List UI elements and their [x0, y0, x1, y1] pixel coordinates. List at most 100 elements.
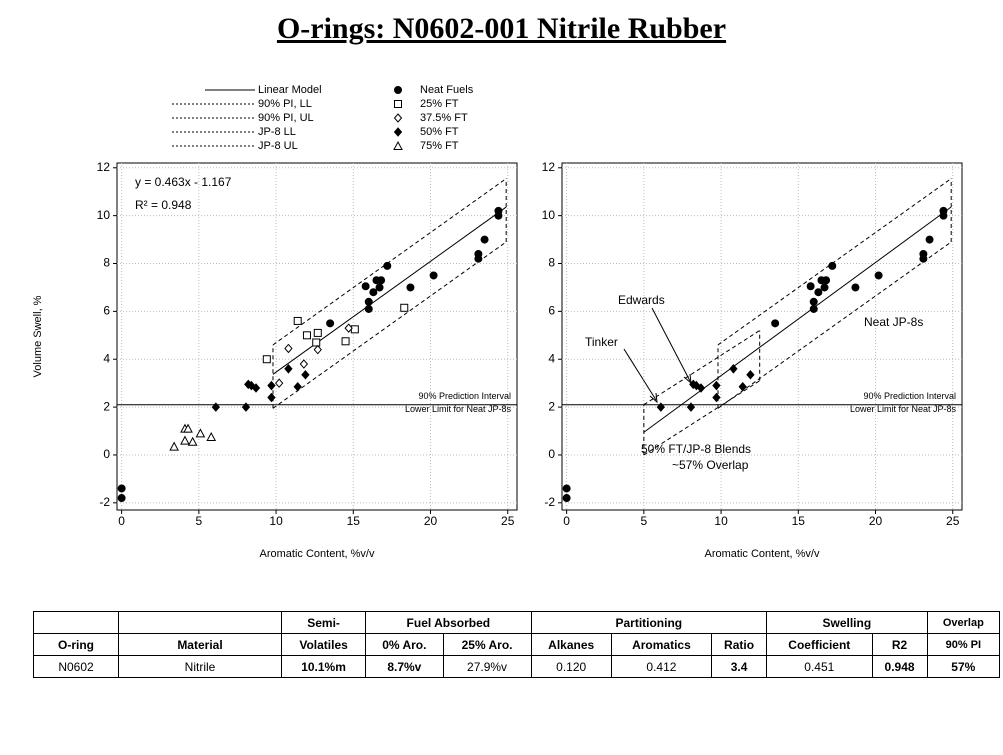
- y-tick-label: 2: [103, 399, 110, 413]
- marker: [939, 211, 948, 220]
- annotation: Neat JP-8s: [864, 315, 923, 329]
- marker: [180, 435, 190, 445]
- marker: [284, 364, 293, 374]
- y-tick-label: 0: [548, 447, 555, 461]
- marker: [406, 283, 415, 292]
- cell: 3.4: [711, 655, 768, 678]
- cell: Partitioning: [530, 611, 768, 634]
- series-line: [643, 330, 760, 406]
- x-axis-label: Aromatic Content, %v/v: [260, 548, 375, 560]
- series-line: [643, 380, 760, 456]
- marker: [429, 271, 438, 280]
- cell: 0.412: [610, 655, 713, 678]
- marker: [746, 370, 755, 380]
- marker: [814, 288, 823, 297]
- cell: 10.1%m: [280, 655, 367, 678]
- cell: 0.120: [530, 655, 612, 678]
- cell: 90% PI: [926, 633, 1001, 656]
- y-tick-label: 4: [548, 351, 555, 365]
- marker: [302, 331, 311, 340]
- marker: [494, 211, 503, 220]
- annotation: 50% FT/JP-8 Blends: [641, 442, 751, 456]
- series-line: [272, 241, 507, 409]
- marker: [195, 428, 206, 438]
- cell: 57%: [926, 655, 1001, 678]
- cell: O-ring: [33, 633, 119, 656]
- marker: [274, 378, 284, 388]
- marker: [301, 370, 310, 380]
- header-row: O-ring Material Volatiles 0% Aro. 25% Ar…: [33, 633, 1001, 656]
- y-axis-label: Volume Swell, %: [32, 295, 44, 377]
- y-tick-label: -2: [544, 495, 555, 509]
- marker: [809, 304, 818, 313]
- cell: Nitrile: [118, 655, 282, 678]
- marker: [117, 484, 126, 493]
- y-tick-label: 12: [97, 160, 111, 174]
- x-tick-label: 15: [347, 514, 361, 528]
- cell: R2: [871, 633, 928, 656]
- annotation: Edwards: [618, 293, 665, 307]
- x-tick-label: 10: [714, 514, 728, 528]
- marker: [312, 338, 321, 347]
- marker: [313, 344, 322, 355]
- marker: [474, 254, 483, 263]
- slide-title: O-rings: N0602-001 Nitrile Rubber: [276, 12, 727, 45]
- cell: 25% Aro.: [442, 633, 532, 656]
- marker: [686, 402, 696, 412]
- annotation: y = 0.463x - 1.167: [135, 175, 232, 189]
- marker: [383, 261, 392, 270]
- marker: [562, 494, 571, 503]
- y-tick-label: 2: [548, 399, 555, 413]
- marker: [375, 283, 384, 292]
- y-tick-label: 0: [103, 447, 110, 461]
- marker: [809, 297, 818, 306]
- annotation: R² = 0.948: [135, 198, 192, 212]
- series-line: [717, 241, 952, 409]
- x-tick-label: 5: [196, 514, 203, 528]
- marker: [712, 392, 721, 403]
- x-tick-label: 0: [118, 514, 125, 528]
- legend-label: Linear Model: [258, 84, 322, 96]
- marker: [364, 304, 373, 313]
- marker: [696, 383, 706, 393]
- marker: [117, 494, 126, 503]
- marker: [313, 328, 322, 337]
- cell: Swelling: [766, 611, 928, 634]
- marker: [393, 140, 403, 150]
- series-line: [272, 206, 507, 375]
- marker: [919, 254, 928, 263]
- y-tick-label: 10: [542, 208, 556, 222]
- cell: [33, 611, 119, 634]
- arrow-head: [649, 392, 658, 404]
- marker: [393, 113, 403, 123]
- cell: 8.7%v: [365, 655, 444, 678]
- x-tick-label: 25: [946, 514, 960, 528]
- legend-label: 75% FT: [420, 140, 459, 152]
- marker: [187, 436, 198, 446]
- x-tick-label: 0: [563, 514, 570, 528]
- marker: [284, 343, 293, 354]
- x-tick-label: 20: [869, 514, 883, 528]
- y-tick-label: 10: [97, 208, 111, 222]
- marker: [820, 283, 829, 292]
- legend-label: Neat Fuels: [420, 84, 474, 96]
- marker: [394, 100, 402, 108]
- legend-label: 90% PI, UL: [258, 112, 314, 124]
- marker: [350, 325, 359, 334]
- legend-label: JP-8 UL: [258, 140, 298, 152]
- reference-label: Lower Limit for Neat JP-8s: [405, 404, 512, 414]
- legend-label: 37.5% FT: [420, 112, 468, 124]
- marker: [369, 288, 378, 297]
- marker: [183, 423, 193, 433]
- summary-table: Semi- Fuel Absorbed Partitioning Swellin…: [33, 611, 1001, 678]
- cell: N0602: [33, 655, 119, 678]
- y-tick-label: 6: [548, 304, 555, 318]
- x-tick-label: 10: [269, 514, 283, 528]
- legend-label: 90% PI, LL: [258, 98, 312, 110]
- marker: [822, 276, 831, 285]
- marker: [293, 381, 302, 392]
- legend-label: 50% FT: [420, 126, 459, 138]
- data-row: N0602 Nitrile 10.1%m 8.7%v 27.9%v 0.120 …: [33, 655, 1001, 678]
- marker: [206, 431, 217, 442]
- x-tick-label: 20: [424, 514, 438, 528]
